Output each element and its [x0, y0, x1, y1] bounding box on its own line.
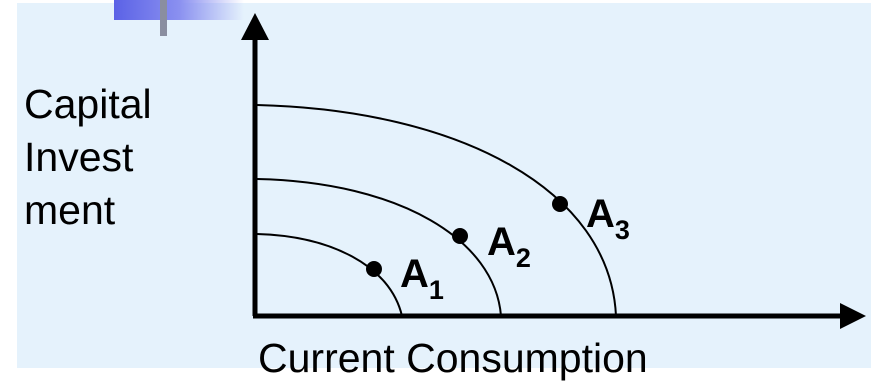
point-a2: [452, 228, 468, 244]
curve-2: [256, 178, 502, 317]
decorative-title-stem: [160, 0, 167, 36]
curve-3: [256, 104, 617, 317]
y-axis-arrowhead: [241, 13, 269, 40]
x-axis-label: Current Consumption: [258, 335, 648, 381]
y-axis-label-line-1: Capital: [24, 81, 152, 127]
y-axis-label-line-2: Invest: [24, 134, 134, 180]
point-label-a2: A2: [487, 220, 531, 273]
decorative-title-bar: [114, 0, 244, 20]
point-label-a3: A3: [586, 192, 630, 245]
y-axis-label: Capital Invest ment: [24, 78, 152, 237]
curve-1: [256, 233, 403, 317]
point-a3: [552, 196, 568, 212]
y-axis-label-line-3: ment: [24, 187, 116, 233]
x-axis-arrowhead: [840, 303, 866, 329]
diagram-panel: [17, 3, 871, 368]
point-label-a1: A1: [400, 252, 444, 305]
point-a1: [366, 261, 382, 277]
